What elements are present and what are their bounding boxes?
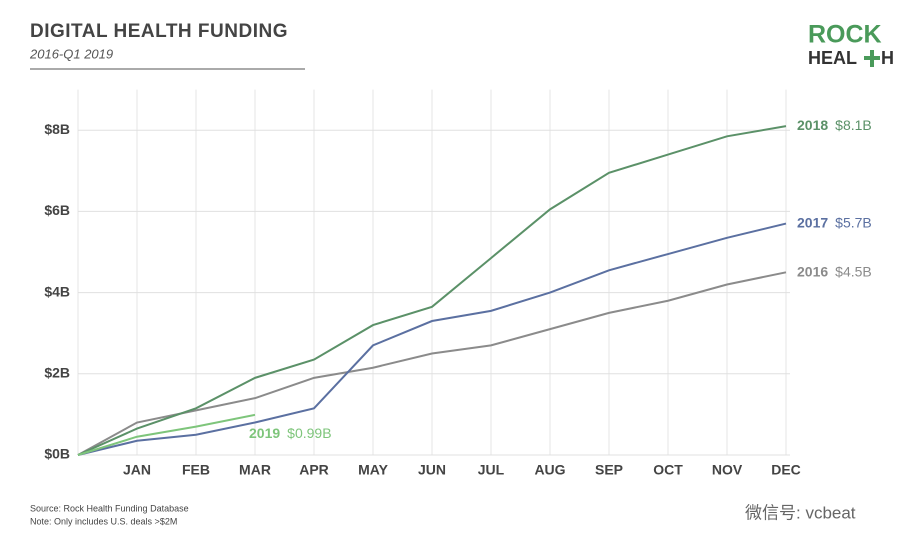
y-tick-label: $8B — [44, 121, 70, 137]
end-label: 2017 $5.7B — [797, 214, 872, 230]
series-line — [77, 413, 256, 456]
note: Note: Only includes U.S. deals >$2M — [30, 516, 177, 526]
y-tick-label: $0B — [44, 446, 70, 462]
x-tick-label: NOV — [712, 462, 743, 478]
series-name: 2016 — [797, 263, 828, 279]
value-label: $0.99B — [287, 425, 331, 441]
logo-bottom-right: H — [881, 48, 894, 68]
x-tick-label: SEP — [595, 462, 623, 478]
x-tick-label: MAR — [239, 462, 271, 478]
series-name: 2017 — [797, 214, 828, 230]
chart-title: DIGITAL HEALTH FUNDING — [30, 21, 288, 42]
x-tick-label: MAY — [358, 462, 388, 478]
y-tick-label: $4B — [44, 283, 70, 299]
x-tick-label: JUN — [418, 462, 446, 478]
value-label: $8.1B — [835, 117, 872, 133]
series-line — [77, 271, 787, 456]
chart-subtitle: 2016-Q1 2019 — [29, 46, 113, 61]
logo-cross — [864, 56, 880, 60]
x-tick-label: JAN — [123, 462, 151, 478]
value-label: $5.7B — [835, 214, 872, 230]
series-line — [77, 125, 787, 456]
end-label: 2018 $8.1B — [797, 117, 872, 133]
series-name: 2018 — [797, 117, 828, 133]
x-tick-label: JUL — [478, 462, 505, 478]
x-tick-label: AUG — [534, 462, 565, 478]
series-line — [77, 222, 787, 456]
logo: ROCK HEAL H — [808, 21, 894, 68]
y-tick-label: $6B — [44, 202, 70, 218]
end-label: 2019 $0.99B — [249, 425, 332, 441]
watermark: 微信号: vcbeat — [745, 503, 856, 522]
end-label: 2016 $4.5B — [797, 263, 872, 279]
x-tick-label: FEB — [182, 462, 210, 478]
x-tick-label: APR — [299, 462, 329, 478]
series-name: 2019 — [249, 425, 280, 441]
x-tick-label: DEC — [771, 462, 801, 478]
y-tick-label: $2B — [44, 365, 70, 381]
value-label: $4.5B — [835, 263, 872, 279]
x-tick-label: OCT — [653, 462, 683, 478]
logo-top: ROCK — [808, 21, 882, 49]
logo-bottom-left: HEAL — [808, 48, 857, 68]
source: Source: Rock Health Funding Database — [30, 503, 189, 513]
